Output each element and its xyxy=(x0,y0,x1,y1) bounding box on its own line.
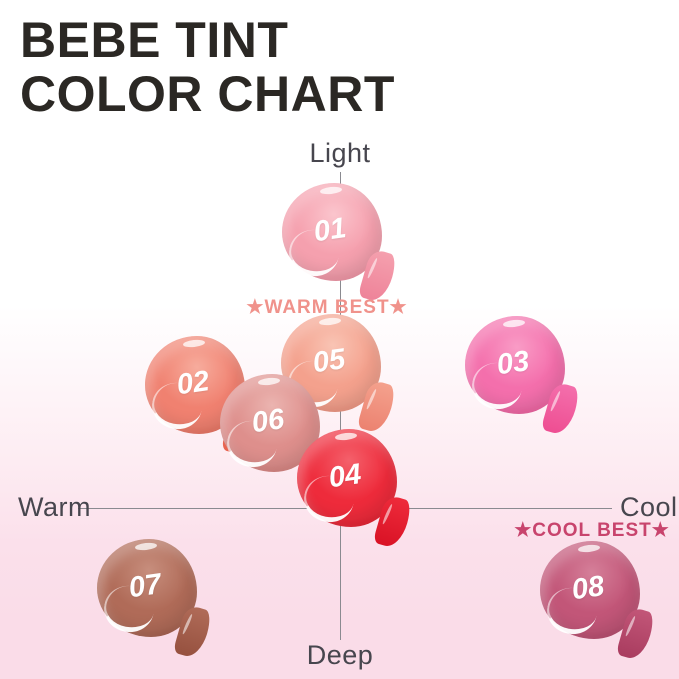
swatch-number: 01 xyxy=(311,212,349,249)
swatch-number: 08 xyxy=(569,570,607,607)
axis-label-deep: Deep xyxy=(306,640,374,670)
page-title: BEBE TINT COLOR CHART xyxy=(20,12,395,122)
tint-blob xyxy=(97,539,197,637)
swatch-04: 04 xyxy=(297,429,414,550)
swatch-number: 03 xyxy=(494,345,532,382)
title-line-1: BEBE TINT xyxy=(20,12,289,68)
swatch-03: 03 xyxy=(465,316,582,437)
swatch-08: 08 xyxy=(540,541,657,662)
tint-blob xyxy=(282,183,382,281)
tint-blob xyxy=(465,316,565,414)
axis-label-cool: Cool xyxy=(620,492,678,522)
swatch-number: 04 xyxy=(326,458,364,495)
swatch-number: 06 xyxy=(249,403,287,440)
swatch-number: 02 xyxy=(174,365,212,402)
title-line-2: COLOR CHART xyxy=(20,65,395,122)
swatch-07: 07 xyxy=(97,539,214,660)
tint-blob xyxy=(297,429,397,527)
axis-label-warm: Warm xyxy=(18,492,91,522)
axis-label-light: Light xyxy=(309,138,371,168)
swatch-number: 07 xyxy=(126,568,164,605)
swatch-01: 01 xyxy=(282,183,399,304)
tint-blob xyxy=(540,541,640,639)
cool-best-label: ★COOL BEST★ xyxy=(514,520,670,541)
warm-best-label: ★WARM BEST★ xyxy=(246,297,408,318)
